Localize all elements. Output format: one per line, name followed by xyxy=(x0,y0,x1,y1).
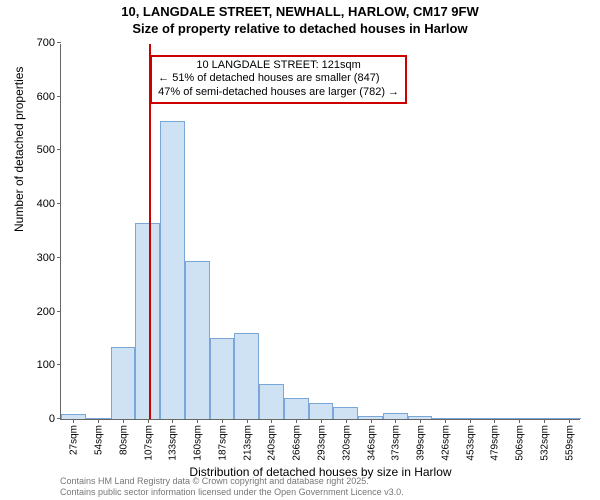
y-axis-label: Number of detached properties xyxy=(12,67,26,232)
x-tick-label: 54sqm xyxy=(92,425,105,455)
histogram-bar xyxy=(185,261,210,419)
y-tick-mark xyxy=(57,364,61,365)
x-tick-mark xyxy=(247,419,248,423)
histogram-bar xyxy=(333,407,358,419)
chart-title: 10, LANGDALE STREET, NEWHALL, HARLOW, CM… xyxy=(0,0,600,38)
x-tick-mark xyxy=(470,419,471,423)
histogram-bar xyxy=(160,121,185,419)
histogram-bar xyxy=(259,384,284,419)
footer-line-2: Contains public sector information licen… xyxy=(60,487,404,498)
annotation-line: 47% of semi-detached houses are larger (… xyxy=(158,86,399,100)
y-tick-label: 200 xyxy=(37,306,61,318)
y-tick-label: 100 xyxy=(37,359,61,371)
x-tick-mark xyxy=(346,419,347,423)
annotation-callout: 10 LANGDALE STREET: 121sqm← 51% of detac… xyxy=(150,55,407,104)
x-tick-mark xyxy=(445,419,446,423)
x-tick-mark xyxy=(569,419,570,423)
histogram-plot: Distribution of detached houses by size … xyxy=(60,44,580,420)
histogram-bar xyxy=(234,333,259,419)
annotation-line: ← 51% of detached houses are smaller (84… xyxy=(158,72,399,86)
x-tick-label: 213sqm xyxy=(240,425,253,461)
y-tick-label: 0 xyxy=(49,413,61,425)
x-tick-mark xyxy=(148,419,149,423)
x-tick-mark xyxy=(544,419,545,423)
y-tick-mark xyxy=(57,149,61,150)
histogram-bar xyxy=(111,347,136,420)
x-tick-label: 399sqm xyxy=(414,425,427,461)
y-tick-mark xyxy=(57,203,61,204)
x-tick-label: 320sqm xyxy=(339,425,352,461)
x-tick-label: 346sqm xyxy=(364,425,377,461)
x-tick-label: 27sqm xyxy=(67,425,80,455)
x-tick-mark xyxy=(494,419,495,423)
y-tick-label: 400 xyxy=(37,198,61,210)
x-tick-label: 133sqm xyxy=(166,425,179,461)
x-tick-mark xyxy=(123,419,124,423)
histogram-bar xyxy=(309,403,334,419)
x-tick-mark xyxy=(420,419,421,423)
x-tick-label: 107sqm xyxy=(141,425,154,461)
x-tick-label: 426sqm xyxy=(438,425,451,461)
x-tick-label: 266sqm xyxy=(290,425,303,461)
x-tick-label: 479sqm xyxy=(488,425,501,461)
y-tick-label: 700 xyxy=(37,37,61,49)
y-tick-mark xyxy=(57,42,61,43)
x-tick-label: 240sqm xyxy=(265,425,278,461)
y-tick-mark xyxy=(57,96,61,97)
y-tick-label: 300 xyxy=(37,252,61,264)
x-tick-label: 373sqm xyxy=(389,425,402,461)
x-tick-mark xyxy=(395,419,396,423)
x-tick-mark xyxy=(519,419,520,423)
title-line-1: 10, LANGDALE STREET, NEWHALL, HARLOW, CM… xyxy=(0,4,600,21)
x-tick-label: 160sqm xyxy=(191,425,204,461)
histogram-bar xyxy=(284,398,309,419)
histogram-bar xyxy=(135,223,160,419)
footer-line-1: Contains HM Land Registry data © Crown c… xyxy=(60,476,404,487)
x-tick-label: 532sqm xyxy=(537,425,550,461)
x-tick-mark xyxy=(271,419,272,423)
x-tick-mark xyxy=(172,419,173,423)
annotation-header: 10 LANGDALE STREET: 121sqm xyxy=(158,59,399,73)
x-tick-mark xyxy=(222,419,223,423)
attribution-footer: Contains HM Land Registry data © Crown c… xyxy=(60,476,404,498)
x-tick-label: 453sqm xyxy=(463,425,476,461)
x-tick-mark xyxy=(296,419,297,423)
x-tick-label: 506sqm xyxy=(513,425,526,461)
x-tick-mark xyxy=(371,419,372,423)
y-tick-mark xyxy=(57,311,61,312)
x-tick-label: 187sqm xyxy=(215,425,228,461)
x-tick-mark xyxy=(98,419,99,423)
y-tick-mark xyxy=(57,257,61,258)
x-tick-label: 80sqm xyxy=(116,425,129,455)
x-tick-mark xyxy=(73,419,74,423)
title-line-2: Size of property relative to detached ho… xyxy=(0,21,600,38)
y-tick-label: 500 xyxy=(37,144,61,156)
x-tick-label: 293sqm xyxy=(315,425,328,461)
y-tick-label: 600 xyxy=(37,91,61,103)
x-tick-mark xyxy=(321,419,322,423)
histogram-bar xyxy=(210,338,235,419)
x-tick-label: 559sqm xyxy=(562,425,575,461)
x-tick-mark xyxy=(197,419,198,423)
